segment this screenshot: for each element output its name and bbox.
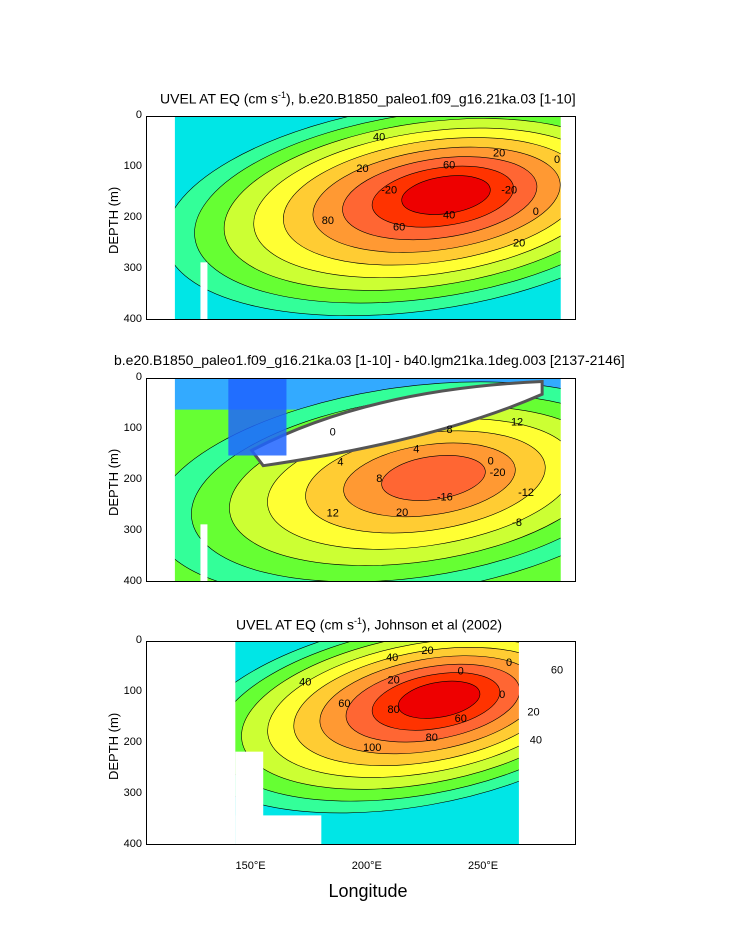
contour-label: 20 (396, 507, 408, 519)
contour-label: 60 (338, 698, 350, 710)
missing-data-west (147, 642, 236, 844)
contour-label: 0 (330, 426, 336, 438)
contour-label: 0 (506, 657, 512, 669)
y-tick-label: 100 (123, 685, 142, 697)
contour-label: 40 (443, 210, 455, 222)
panel3-title-sup: -1 (354, 616, 363, 626)
panel2-ylabel: DEPTH (m) (106, 448, 121, 516)
panel3-title-main: UVEL AT EQ (cm s (236, 616, 354, 633)
contour-label: 40 (530, 734, 542, 746)
x-tick-label: 250°E (467, 860, 499, 872)
y-tick-label: 200 (123, 211, 142, 223)
negative-anomaly-region (249, 379, 544, 468)
contour-label: 0 (458, 665, 464, 677)
panel1-field: -20 0 20 40 60 80 -20 20 40 60 20 0 (147, 117, 575, 319)
contour-label: 4 (337, 457, 343, 469)
x-axis-label: Longitude (328, 881, 408, 901)
contour-label: -20 (381, 185, 397, 197)
x-tick-label: 150°E (235, 860, 266, 872)
contour-label: 60 (393, 222, 405, 234)
y-tick-label: 300 (123, 787, 142, 799)
y-tick-label: 0 (135, 109, 142, 121)
contour-label: 20 (388, 674, 400, 686)
panel1-title-sup: -1 (278, 90, 287, 100)
y-tick-label: 300 (123, 524, 142, 536)
contour-label: 0 (488, 455, 494, 467)
contour-label: 12 (511, 417, 523, 429)
y-tick-label: 200 (123, 736, 142, 748)
panel3-title: UVEL AT EQ (cm s-1), Johnson et al (2002… (236, 616, 502, 633)
contour-label: 0 (554, 154, 560, 166)
contour-label: 60 (455, 713, 467, 725)
western-blue-band (228, 379, 287, 456)
panel2-field: -20 -12 -8 -16 20 12 8 4 0 4 8 12 0 (147, 379, 575, 581)
y-tick-label: 200 (123, 473, 142, 485)
contour-label: 40 (386, 652, 398, 664)
contour-label: 80 (322, 215, 334, 227)
contour-label: 0 (499, 689, 505, 701)
contour-label: 80 (426, 732, 438, 744)
panel1-ylabel: DEPTH (m) (106, 186, 121, 254)
contour-label: 4 (413, 444, 419, 456)
contour-label: -20 (501, 185, 517, 197)
panel3-field: 0 20 40 60 80 100 80 60 40 20 40 20 0 0 60 (147, 642, 575, 844)
panel2-title: b.e20.B1850_paleo1.f09_g16.21ka.03 [1-10… (114, 352, 625, 368)
contour-label: -8 (512, 517, 522, 529)
missing-data-west (147, 379, 175, 581)
missing-data-east (560, 379, 575, 581)
contour-label: -12 (518, 487, 534, 499)
y-tick-label: 0 (135, 634, 142, 646)
contour-label: -20 (490, 467, 506, 479)
panel3-title-rest: ), Johnson et al (2002) (362, 616, 503, 633)
contour-label: 60 (551, 664, 563, 676)
y-tick-label: 400 (123, 575, 142, 587)
missing-data-west (147, 117, 175, 319)
missing-data-gap (200, 524, 208, 581)
contour-label: 40 (299, 676, 311, 688)
contour-band (381, 455, 486, 501)
missing-data-step2 (235, 815, 322, 844)
contour-label: 8 (376, 473, 382, 485)
panel3-ylabel: DEPTH (m) (106, 712, 121, 780)
contour-label: 60 (443, 160, 455, 172)
contour-label: 8 (447, 424, 453, 436)
panel1-title: UVEL AT EQ (cm s-1), b.e20.B1850_paleo1.… (160, 90, 576, 107)
contour-label: 0 (533, 206, 539, 218)
panel1-title-rest: ), b.e20.B1850_paleo1.f09_g16.21ka.03 [1… (286, 90, 576, 107)
y-tick-label: 400 (123, 838, 142, 850)
contour-label: 20 (493, 147, 505, 159)
y-tick-label: 300 (123, 262, 142, 274)
panel3-plot: 0 20 40 60 80 100 80 60 40 20 40 20 0 0 60 (146, 641, 576, 845)
contour-label: 20 (356, 163, 368, 175)
panel1-title-main: UVEL AT EQ (cm s (160, 90, 278, 107)
panel1-plot: -20 0 20 40 60 80 -20 20 40 60 20 0 (146, 116, 576, 320)
contour-band (401, 175, 491, 215)
missing-data-gap (200, 262, 208, 319)
contour-label: 12 (327, 507, 339, 519)
contour-label: 20 (421, 645, 433, 657)
y-tick-label: 100 (123, 160, 142, 172)
panel2-plot: -20 -12 -8 -16 20 12 8 4 0 4 8 12 0 (146, 378, 576, 582)
contour-label: 20 (513, 237, 525, 249)
x-tick-label: 200°E (351, 860, 382, 872)
y-tick-label: 400 (123, 313, 142, 325)
y-tick-label: 0 (135, 371, 142, 383)
contour-label: -16 (437, 492, 453, 504)
contour-band (397, 680, 481, 719)
y-tick-label: 100 (123, 422, 142, 434)
contour-label: 40 (373, 132, 385, 144)
contour-label: 20 (527, 707, 539, 719)
missing-data-east (518, 642, 575, 844)
contour-label: 80 (388, 704, 400, 716)
contour-label: 100 (363, 742, 381, 754)
missing-data-east (560, 117, 575, 319)
